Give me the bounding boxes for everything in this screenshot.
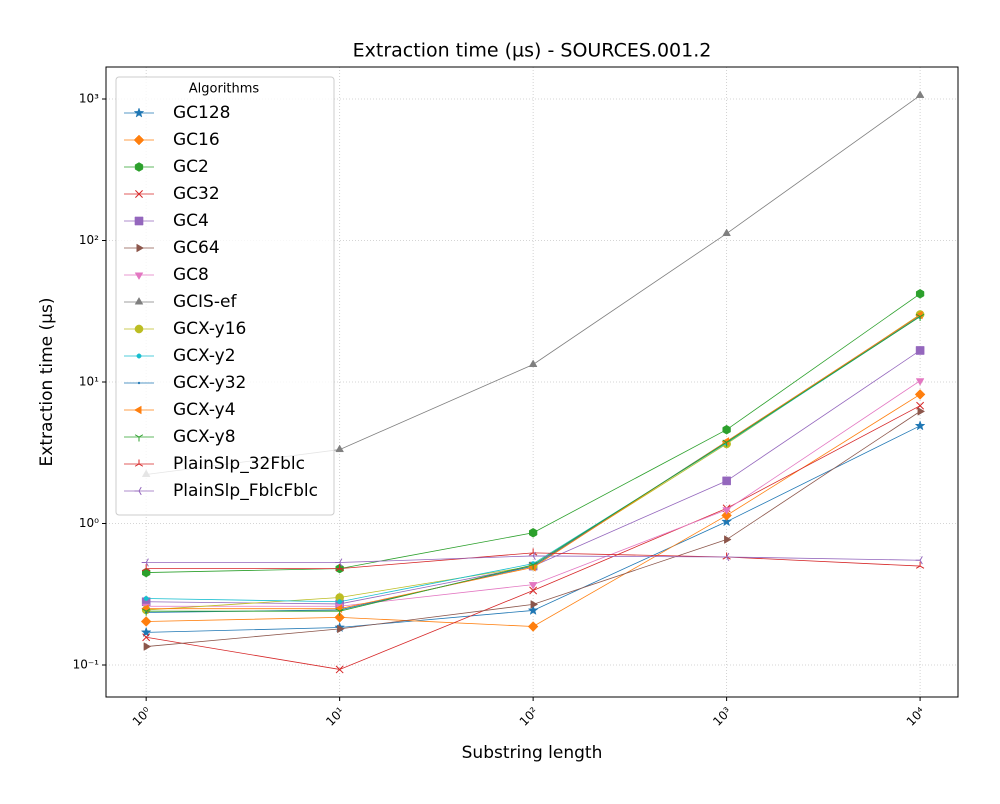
- legend-label: GC128: [173, 103, 231, 123]
- legend-label: GC4: [173, 211, 209, 231]
- data-point: [528, 551, 536, 561]
- plot-frame: [105, 66, 959, 698]
- data-point: [721, 510, 732, 521]
- data-point: [722, 552, 730, 562]
- data-point: [915, 313, 925, 322]
- legend-marker: [134, 216, 144, 226]
- legend-label: GCX-y2: [173, 346, 236, 366]
- legend-marker: [133, 134, 145, 146]
- data-point: [335, 558, 343, 567]
- data-point: [722, 439, 731, 447]
- data-point: [528, 582, 538, 590]
- data-point: [915, 289, 925, 299]
- legend-label: GC8: [173, 265, 209, 285]
- legend-label: GC2: [173, 157, 209, 177]
- data-point: [528, 562, 538, 570]
- data-point: [335, 564, 344, 572]
- data-point: [915, 346, 925, 355]
- data-point: [917, 407, 926, 416]
- data-point: [142, 608, 151, 616]
- data-point: [334, 612, 345, 623]
- data-point: [527, 604, 539, 616]
- data-point: [915, 556, 923, 565]
- y-tick-label: 10⁰: [79, 516, 99, 530]
- legend-marker: [134, 162, 144, 172]
- data-point: [721, 515, 733, 527]
- data-point: [722, 507, 731, 515]
- legend-box: [115, 76, 335, 516]
- legend-label: GCX-y8: [173, 427, 236, 447]
- data-point: [143, 642, 152, 651]
- data-point: [915, 561, 925, 569]
- data-point: [914, 389, 926, 400]
- legend-marker: [134, 486, 142, 496]
- legend-marker: [134, 296, 144, 305]
- legend-marker: [134, 459, 144, 467]
- data-point: [335, 665, 344, 674]
- data-point: [722, 228, 731, 237]
- legend-marker: [136, 353, 142, 359]
- data-point: [530, 600, 539, 609]
- legend-title: Algorithms: [189, 82, 260, 97]
- legend-label: GCX-y4: [173, 400, 236, 420]
- legend-label: PlainSlp_FblcFblc: [173, 481, 318, 501]
- legend-label: GCX-y32: [173, 373, 246, 393]
- legend-label: GC64: [173, 238, 220, 258]
- data-point: [141, 558, 149, 567]
- data-point: [722, 476, 731, 486]
- legend-marker: [134, 272, 144, 281]
- data-point: [142, 567, 151, 578]
- y-tick-label: 10³: [79, 91, 99, 105]
- data-point: [528, 359, 538, 367]
- legend-label: GCIS-ef: [173, 292, 237, 312]
- legend-marker: [134, 324, 144, 334]
- y-tick-label: 10¹: [79, 374, 99, 388]
- legend-label: GC16: [173, 130, 220, 150]
- y-axis-label: Extraction time (µs): [37, 298, 57, 467]
- data-point: [724, 535, 732, 544]
- data-point: [142, 633, 151, 642]
- data-point: [140, 626, 152, 637]
- data-point: [914, 420, 926, 431]
- data-point: [528, 527, 538, 538]
- data-point: [529, 586, 538, 595]
- data-point: [915, 378, 925, 386]
- legend-label: GC32: [173, 184, 220, 204]
- legend-label: GCX-y16: [173, 319, 246, 339]
- legend-marker: [133, 405, 142, 415]
- data-point: [337, 624, 345, 634]
- data-point: [142, 564, 151, 572]
- legend-marker: [136, 243, 145, 253]
- legend: Algorithms GC128 GC16 GC2 GC32 GC4 GC64 GC8 GCIS…: [115, 76, 335, 516]
- data-point: [528, 548, 538, 556]
- data-point: [722, 424, 731, 435]
- data-point: [335, 608, 344, 616]
- data-point: [335, 444, 344, 453]
- data-point: [915, 90, 925, 98]
- legend-marker: [134, 434, 144, 442]
- data-point: [527, 621, 539, 632]
- y-tick-label: 10²: [79, 233, 99, 247]
- data-point: [143, 596, 149, 602]
- x-axis-label: Substring length: [462, 743, 603, 763]
- y-tick-label: 10⁻¹: [73, 657, 100, 671]
- data-point: [337, 599, 343, 605]
- data-point: [140, 616, 152, 627]
- legend-marker: [133, 107, 145, 118]
- legend-marker: [137, 381, 141, 385]
- legend-marker: [135, 190, 143, 198]
- legend-label: PlainSlp_32Fblc: [173, 454, 305, 474]
- chart-title: Extraction time (µs) - SOURCES.001.2: [353, 40, 712, 62]
